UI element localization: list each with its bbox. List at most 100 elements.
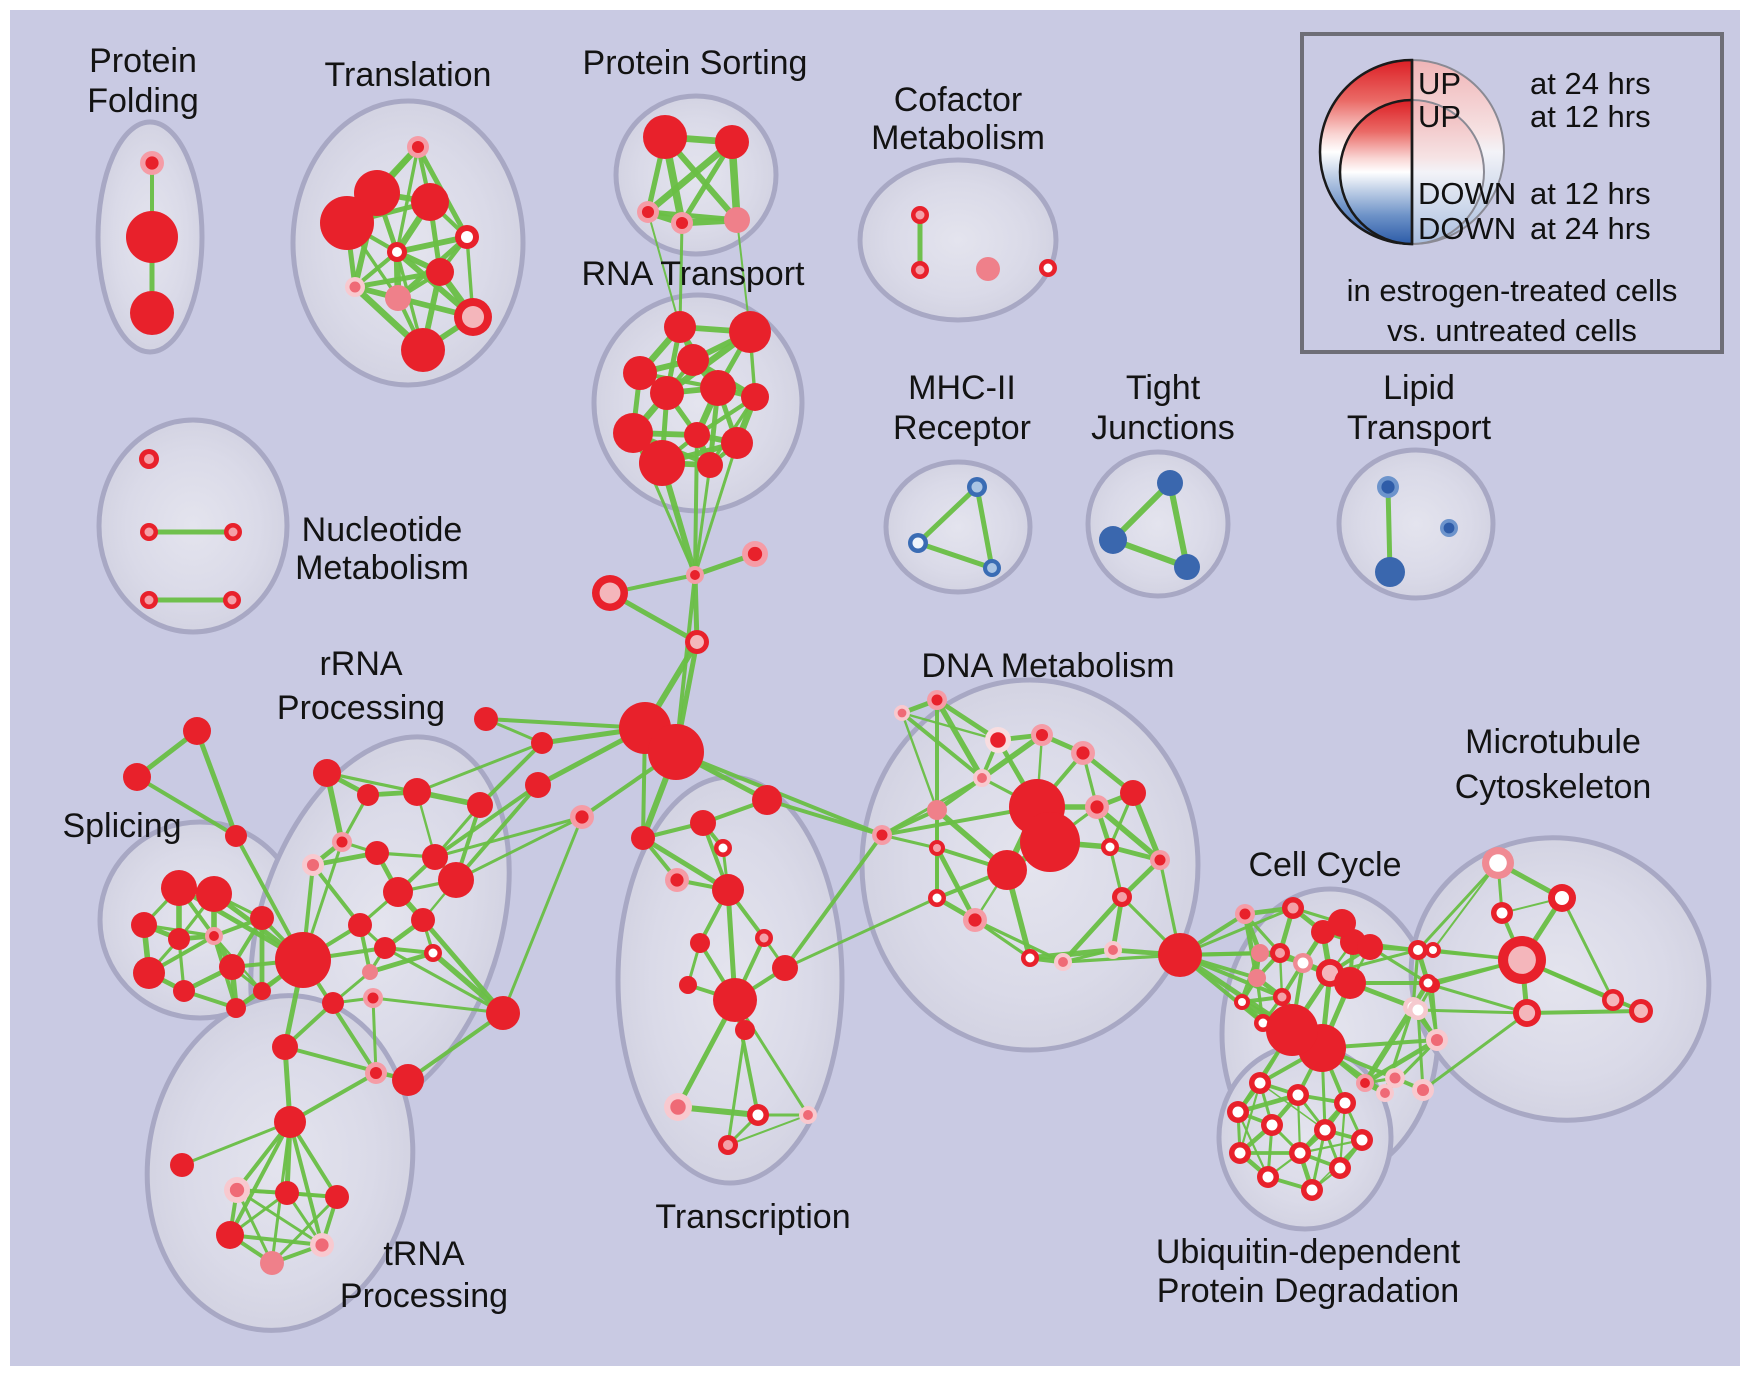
node-core-jb (599, 582, 621, 604)
edge (647, 211, 681, 328)
edge (228, 1120, 292, 1237)
legend-up-24-direction: UP (1418, 66, 1462, 101)
cluster-label-mt-line2: Cytoskeleton (1455, 768, 1652, 806)
node-b4 (216, 1221, 244, 1249)
cluster-ellipse-cf (857, 157, 1059, 323)
legend-row-up-12: UP at 12 hrs (1304, 99, 1720, 135)
edge (644, 138, 736, 216)
edge (288, 1071, 378, 1124)
node-core-d10 (1090, 800, 1104, 814)
node-core-d16 (1025, 953, 1035, 963)
legend-row-down-24: DOWN at 24 hrs (1304, 211, 1720, 247)
node-t1 (690, 810, 716, 836)
node-s1 (161, 870, 197, 906)
node-core-tr6 (392, 247, 402, 257)
node-core-t14 (723, 1140, 733, 1150)
node-core-d2 (1035, 728, 1049, 742)
node-core-tr8 (349, 281, 361, 293)
edge (1525, 1009, 1643, 1015)
node-core-c1 (1239, 908, 1251, 920)
edge (678, 221, 684, 329)
node-core-us1 (1389, 1072, 1401, 1084)
node-core-j4 (690, 635, 704, 649)
node-core-c15 (1258, 1018, 1268, 1028)
edge (1060, 894, 1125, 965)
node-rt6 (700, 370, 736, 406)
node-rt9 (684, 422, 710, 448)
edge (194, 728, 239, 839)
node-rt3 (677, 344, 709, 376)
node-d6 (927, 800, 947, 820)
node-st2 (123, 763, 151, 791)
node-t4 (712, 874, 744, 906)
edge (478, 741, 544, 807)
legend-row-up-24: UP at 24 hrs (1304, 66, 1720, 102)
node-core-s5 (209, 931, 219, 941)
node-k3 (525, 772, 551, 798)
edge (1416, 861, 1500, 952)
node-core-c23 (1380, 1088, 1390, 1098)
edge (371, 996, 378, 1075)
node-b3 (325, 1185, 349, 1209)
node-core-mh1 (971, 481, 983, 493)
legend-up-24-time: at 24 hrs (1530, 66, 1651, 101)
edge (1416, 1008, 1529, 1015)
node-core-b1 (229, 1182, 245, 1198)
node-core-r5 (306, 858, 320, 872)
cluster-label-mh-line2: Receptor (893, 409, 1031, 447)
edge (406, 1011, 505, 1082)
node-core-u11 (1262, 1171, 1274, 1183)
node-core-m10 (1634, 1004, 1648, 1018)
node-r7 (383, 877, 413, 907)
node-t7 (679, 976, 697, 994)
node-r2 (357, 784, 379, 806)
node-core-u8 (1234, 1147, 1246, 1159)
cluster-label-dna-line1: DNA Metabolism (921, 647, 1174, 685)
cluster-label-rt-line1: RNA Transport (582, 255, 806, 293)
node-t0 (631, 826, 655, 850)
node-core-d19 (1108, 945, 1118, 955)
legend-down-24-time: at 24 hrs (1530, 211, 1651, 246)
cluster-label-spl-line1: Splicing (62, 807, 181, 845)
cluster-label-ub-line2: Protein Degradation (1157, 1272, 1459, 1310)
node-core-j2 (747, 546, 763, 562)
node-core-u5 (1266, 1119, 1278, 1131)
edge (1167, 480, 1190, 570)
node-t8 (713, 978, 757, 1022)
node-s8 (219, 954, 245, 980)
edge (433, 783, 540, 859)
legend-box: UP at 24 hrs UP at 12 hrs DOWN at 12 hrs… (1300, 32, 1724, 354)
edge (371, 996, 505, 1015)
node-rt8 (613, 413, 653, 453)
node-c11 (1334, 967, 1366, 999)
cluster-label-tj-line1: Tight (1126, 369, 1201, 407)
node-core-u3 (1339, 1097, 1351, 1109)
node-d4 (1120, 780, 1146, 806)
node-core-lp1 (1381, 480, 1395, 494)
legend-up-12-time: at 12 hrs (1530, 99, 1651, 134)
node-pf2 (126, 211, 178, 263)
node-core-m4 (1508, 946, 1536, 974)
node-st3 (225, 825, 247, 847)
edge (135, 775, 238, 838)
edge (1094, 804, 1163, 863)
node-rt12 (697, 452, 723, 478)
edge (235, 1188, 274, 1265)
node-core-j1 (690, 570, 700, 580)
cluster-label-lp-line1: Lipid (1383, 369, 1455, 407)
cluster-label-cf-line2: Metabolism (871, 119, 1045, 157)
node-core-nm4 (144, 595, 154, 605)
node-tj2 (1099, 526, 1127, 554)
edge (979, 732, 1045, 781)
node-tj3 (1174, 554, 1200, 580)
node-ta (322, 992, 344, 1014)
node-s3 (131, 912, 157, 938)
edge (235, 1188, 324, 1247)
cluster-ellipse-trna (144, 993, 416, 1333)
edge (973, 918, 1065, 964)
node-s11 (226, 998, 246, 1018)
edge (1362, 1037, 1440, 1086)
node-core-d11 (1105, 842, 1115, 852)
node-b2 (275, 1181, 299, 1205)
cluster-ellipse-mh (883, 459, 1033, 595)
